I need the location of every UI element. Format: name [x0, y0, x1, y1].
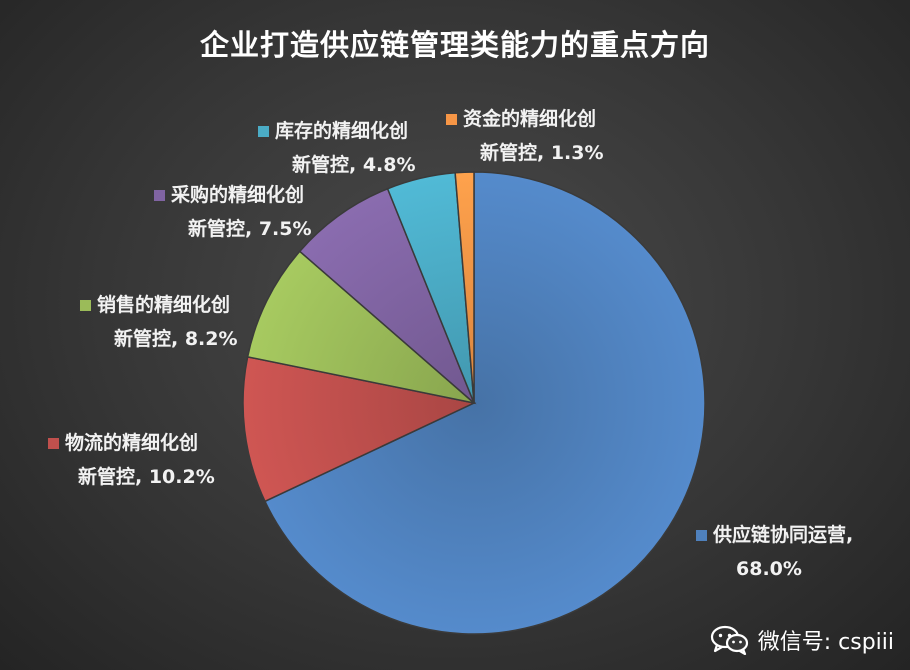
chart-title: 企业打造供应链管理类能力的重点方向 [199, 28, 710, 62]
slice-label-line2: 新管控, 4.8% [292, 154, 416, 176]
slice-label-line2: 新管控, 10.2% [78, 466, 215, 488]
slice-label-line2: 68.0% [736, 558, 802, 580]
pie-slice-purchasing [298, 187, 475, 404]
pie-slice-funds [454, 171, 475, 404]
slice-label-sales: 销售的精细化创 新管控, 8.2% [80, 288, 238, 356]
slice-label-line1: 供应链协同运营, [713, 524, 854, 546]
slice-label-line2: 新管控, 8.2% [114, 328, 238, 350]
pie-slice-logistics [242, 355, 477, 503]
watermark-text: 微信号: cspiii [757, 630, 894, 655]
pie-slice-sales [246, 250, 477, 405]
legend-swatch-purchasing [154, 189, 165, 201]
slice-label-funds: 资金的精细化创 新管控, 1.3% [446, 102, 604, 170]
slice-label-logistics: 物流的精细化创 新管控, 10.2% [48, 426, 215, 494]
slice-label-line2: 新管控, 7.5% [188, 218, 312, 240]
wechat-icon [710, 625, 748, 655]
slice-label-line1: 销售的精细化创 [97, 294, 231, 316]
slice-label-line1: 采购的精细化创 [171, 184, 305, 206]
slice-label-line1: 物流的精细化创 [65, 432, 199, 454]
legend-swatch-logistics [48, 437, 59, 449]
slice-label-inventory: 库存的精细化创 新管控, 4.8% [258, 114, 416, 182]
pie-slice-supply-chain [263, 171, 706, 635]
legend-swatch-supply-chain [696, 529, 707, 541]
slice-label-line1: 资金的精细化创 [463, 108, 597, 130]
slice-label-line2: 新管控, 1.3% [480, 142, 604, 164]
watermark: 微信号: cspiii [710, 624, 894, 656]
slice-label-line1: 库存的精细化创 [275, 120, 409, 142]
slice-label-supply-chain: 供应链协同运营, 68.0% [696, 518, 853, 586]
legend-swatch-funds [446, 113, 457, 125]
slice-label-purchasing: 采购的精细化创 新管控, 7.5% [154, 178, 312, 246]
legend-swatch-sales [80, 299, 91, 311]
legend-swatch-inventory [258, 125, 269, 137]
